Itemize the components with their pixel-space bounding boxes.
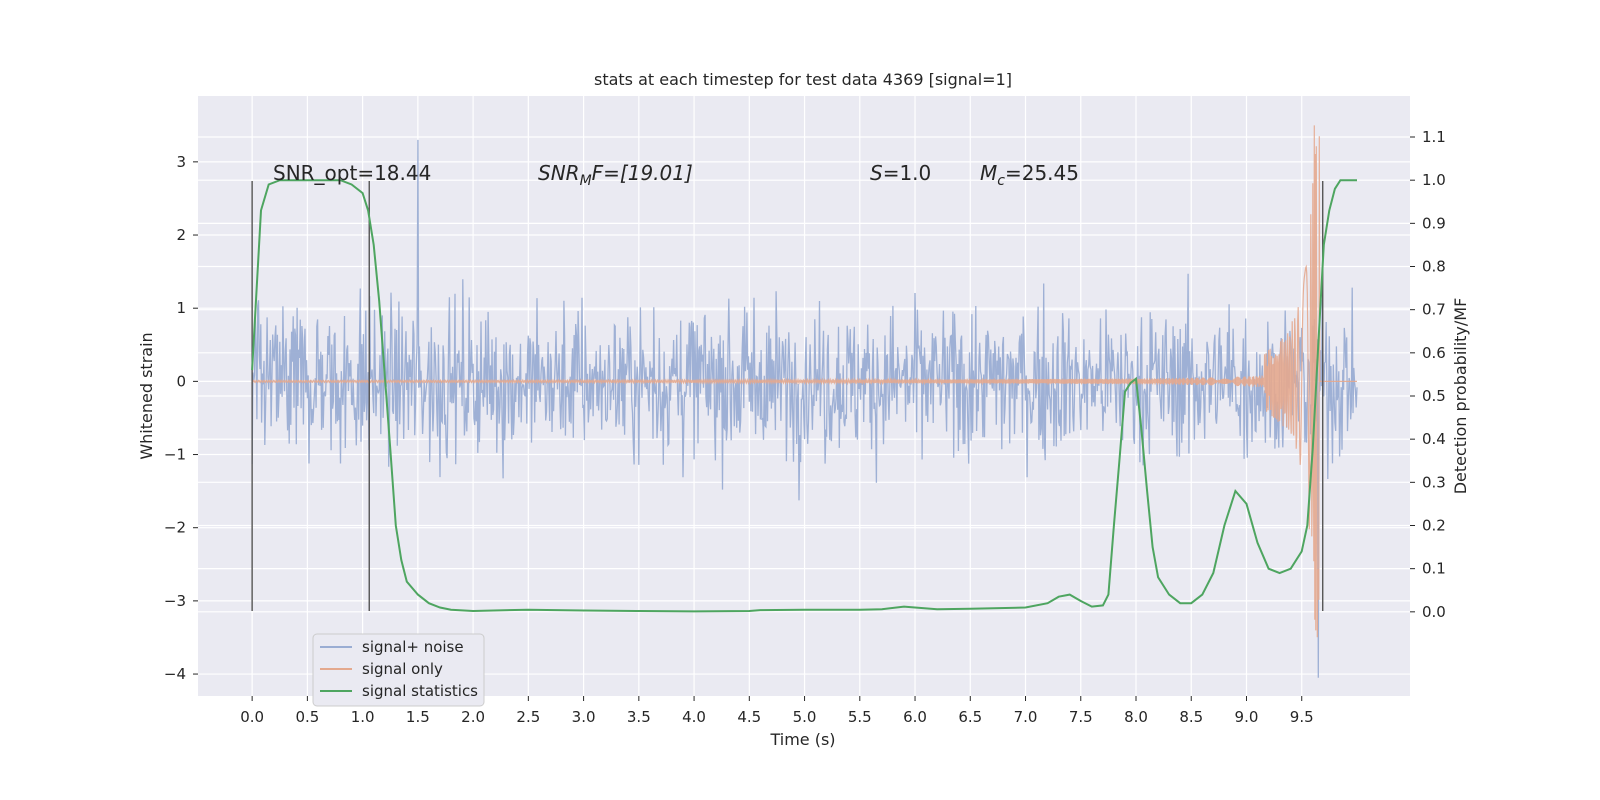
annotation-snr-mf-sub: M — [580, 173, 592, 189]
tick-labels: 0.0 0.5 1.0 1.5 2.0 2.5 3.0 3.5 4.0 4.5 5.0 5.5 6.0 6… — [164, 128, 1446, 726]
annotation-mc-base: M — [980, 161, 997, 185]
series-signal-noise — [251, 139, 1358, 678]
y-tick-label: 0 — [176, 372, 186, 390]
legend-label-signal-only: signal only — [362, 660, 443, 678]
annotation-snr-mf: SNRMF=[19.01] — [538, 161, 693, 189]
y-tick-label: −1 — [164, 446, 186, 464]
y2-tick-label: 0.2 — [1422, 516, 1446, 534]
annotation-mc-sub: c — [997, 173, 1005, 189]
signal-only-line — [251, 125, 1357, 638]
x-tick-label: 7.5 — [1069, 708, 1093, 726]
x-tick-label: 1.5 — [406, 708, 430, 726]
y2-tick-label: 0.6 — [1422, 344, 1446, 362]
x-tick-label: 0.5 — [295, 708, 319, 726]
y-tick-label: −4 — [164, 665, 186, 683]
y2-tick-label: 0.7 — [1422, 301, 1446, 319]
legend-box — [312, 633, 485, 707]
y-tick-label: 3 — [176, 153, 186, 171]
annotation-snr-mf-base: SNR — [538, 161, 580, 185]
signal-statistics-line — [251, 179, 1357, 613]
x-tick-label: 6.0 — [903, 708, 927, 726]
series-signal-statistics — [251, 179, 1357, 613]
y-axis-label: Whitened strain — [137, 332, 156, 459]
annotation-mc-rest: =25.45 — [1005, 161, 1079, 185]
y2-tick-label: 0.4 — [1422, 430, 1446, 448]
annotation-s-rest: =1.0 — [883, 161, 932, 185]
y2-tick-label: 0.1 — [1422, 560, 1446, 578]
x-tick-label: 5.0 — [793, 708, 817, 726]
y2-tick-label: 1.0 — [1422, 171, 1446, 189]
legend-label-signal-statistics: signal statistics — [362, 682, 478, 700]
legend-label-signal-noise: signal+ noise — [362, 638, 464, 656]
annotation-mc: Mc=25.45 — [980, 161, 1079, 189]
x-tick-label: 2.5 — [516, 708, 540, 726]
x-tick-label: 9.0 — [1235, 708, 1259, 726]
y-tick-label: −3 — [164, 592, 186, 610]
y-tick-label: −2 — [164, 519, 186, 537]
legend: signal+ noise signal only signal statist… — [312, 633, 485, 707]
x-tick-label: 9.5 — [1290, 708, 1314, 726]
x-tick-label: 6.5 — [958, 708, 982, 726]
x-tick-label: 0.0 — [240, 708, 264, 726]
x-tick-label: 3.0 — [572, 708, 596, 726]
y2-tick-label: 0.9 — [1422, 214, 1446, 232]
x-tick-label: 5.5 — [848, 708, 872, 726]
y2-axis-label: Detection probability/MF — [1451, 298, 1470, 495]
y2-tick-label: 1.1 — [1422, 128, 1446, 146]
annotation-snr-opt: SNR_opt=18.44 — [273, 161, 431, 185]
x-tick-label: 8.0 — [1124, 708, 1148, 726]
x-tick-label: 7.0 — [1014, 708, 1038, 726]
x-tick-label: 1.0 — [351, 708, 375, 726]
x-tick-label: 4.5 — [737, 708, 761, 726]
chart-title: stats at each timestep for test data 436… — [594, 70, 1012, 89]
x-axis-label: Time (s) — [769, 730, 835, 749]
y2-tick-label: 0.0 — [1422, 603, 1446, 621]
x-tick-label: 4.0 — [682, 708, 706, 726]
annotation-snr-mf-rest: F=[19.01] — [592, 161, 693, 185]
y2-tick-label: 0.3 — [1422, 473, 1446, 491]
x-tick-label: 2.0 — [461, 708, 485, 726]
annotation-s-base: S — [870, 161, 883, 185]
series-signal-only — [251, 125, 1357, 638]
y2-tick-label: 0.8 — [1422, 258, 1446, 276]
annotation-s: S=1.0 — [870, 161, 931, 185]
x-tick-label: 3.5 — [627, 708, 651, 726]
x-tick-label: 8.5 — [1179, 708, 1203, 726]
y-tick-label: 2 — [176, 226, 186, 244]
y2-tick-label: 0.5 — [1422, 387, 1446, 405]
y-tick-label: 1 — [176, 299, 186, 317]
signal-noise-line — [251, 139, 1358, 678]
